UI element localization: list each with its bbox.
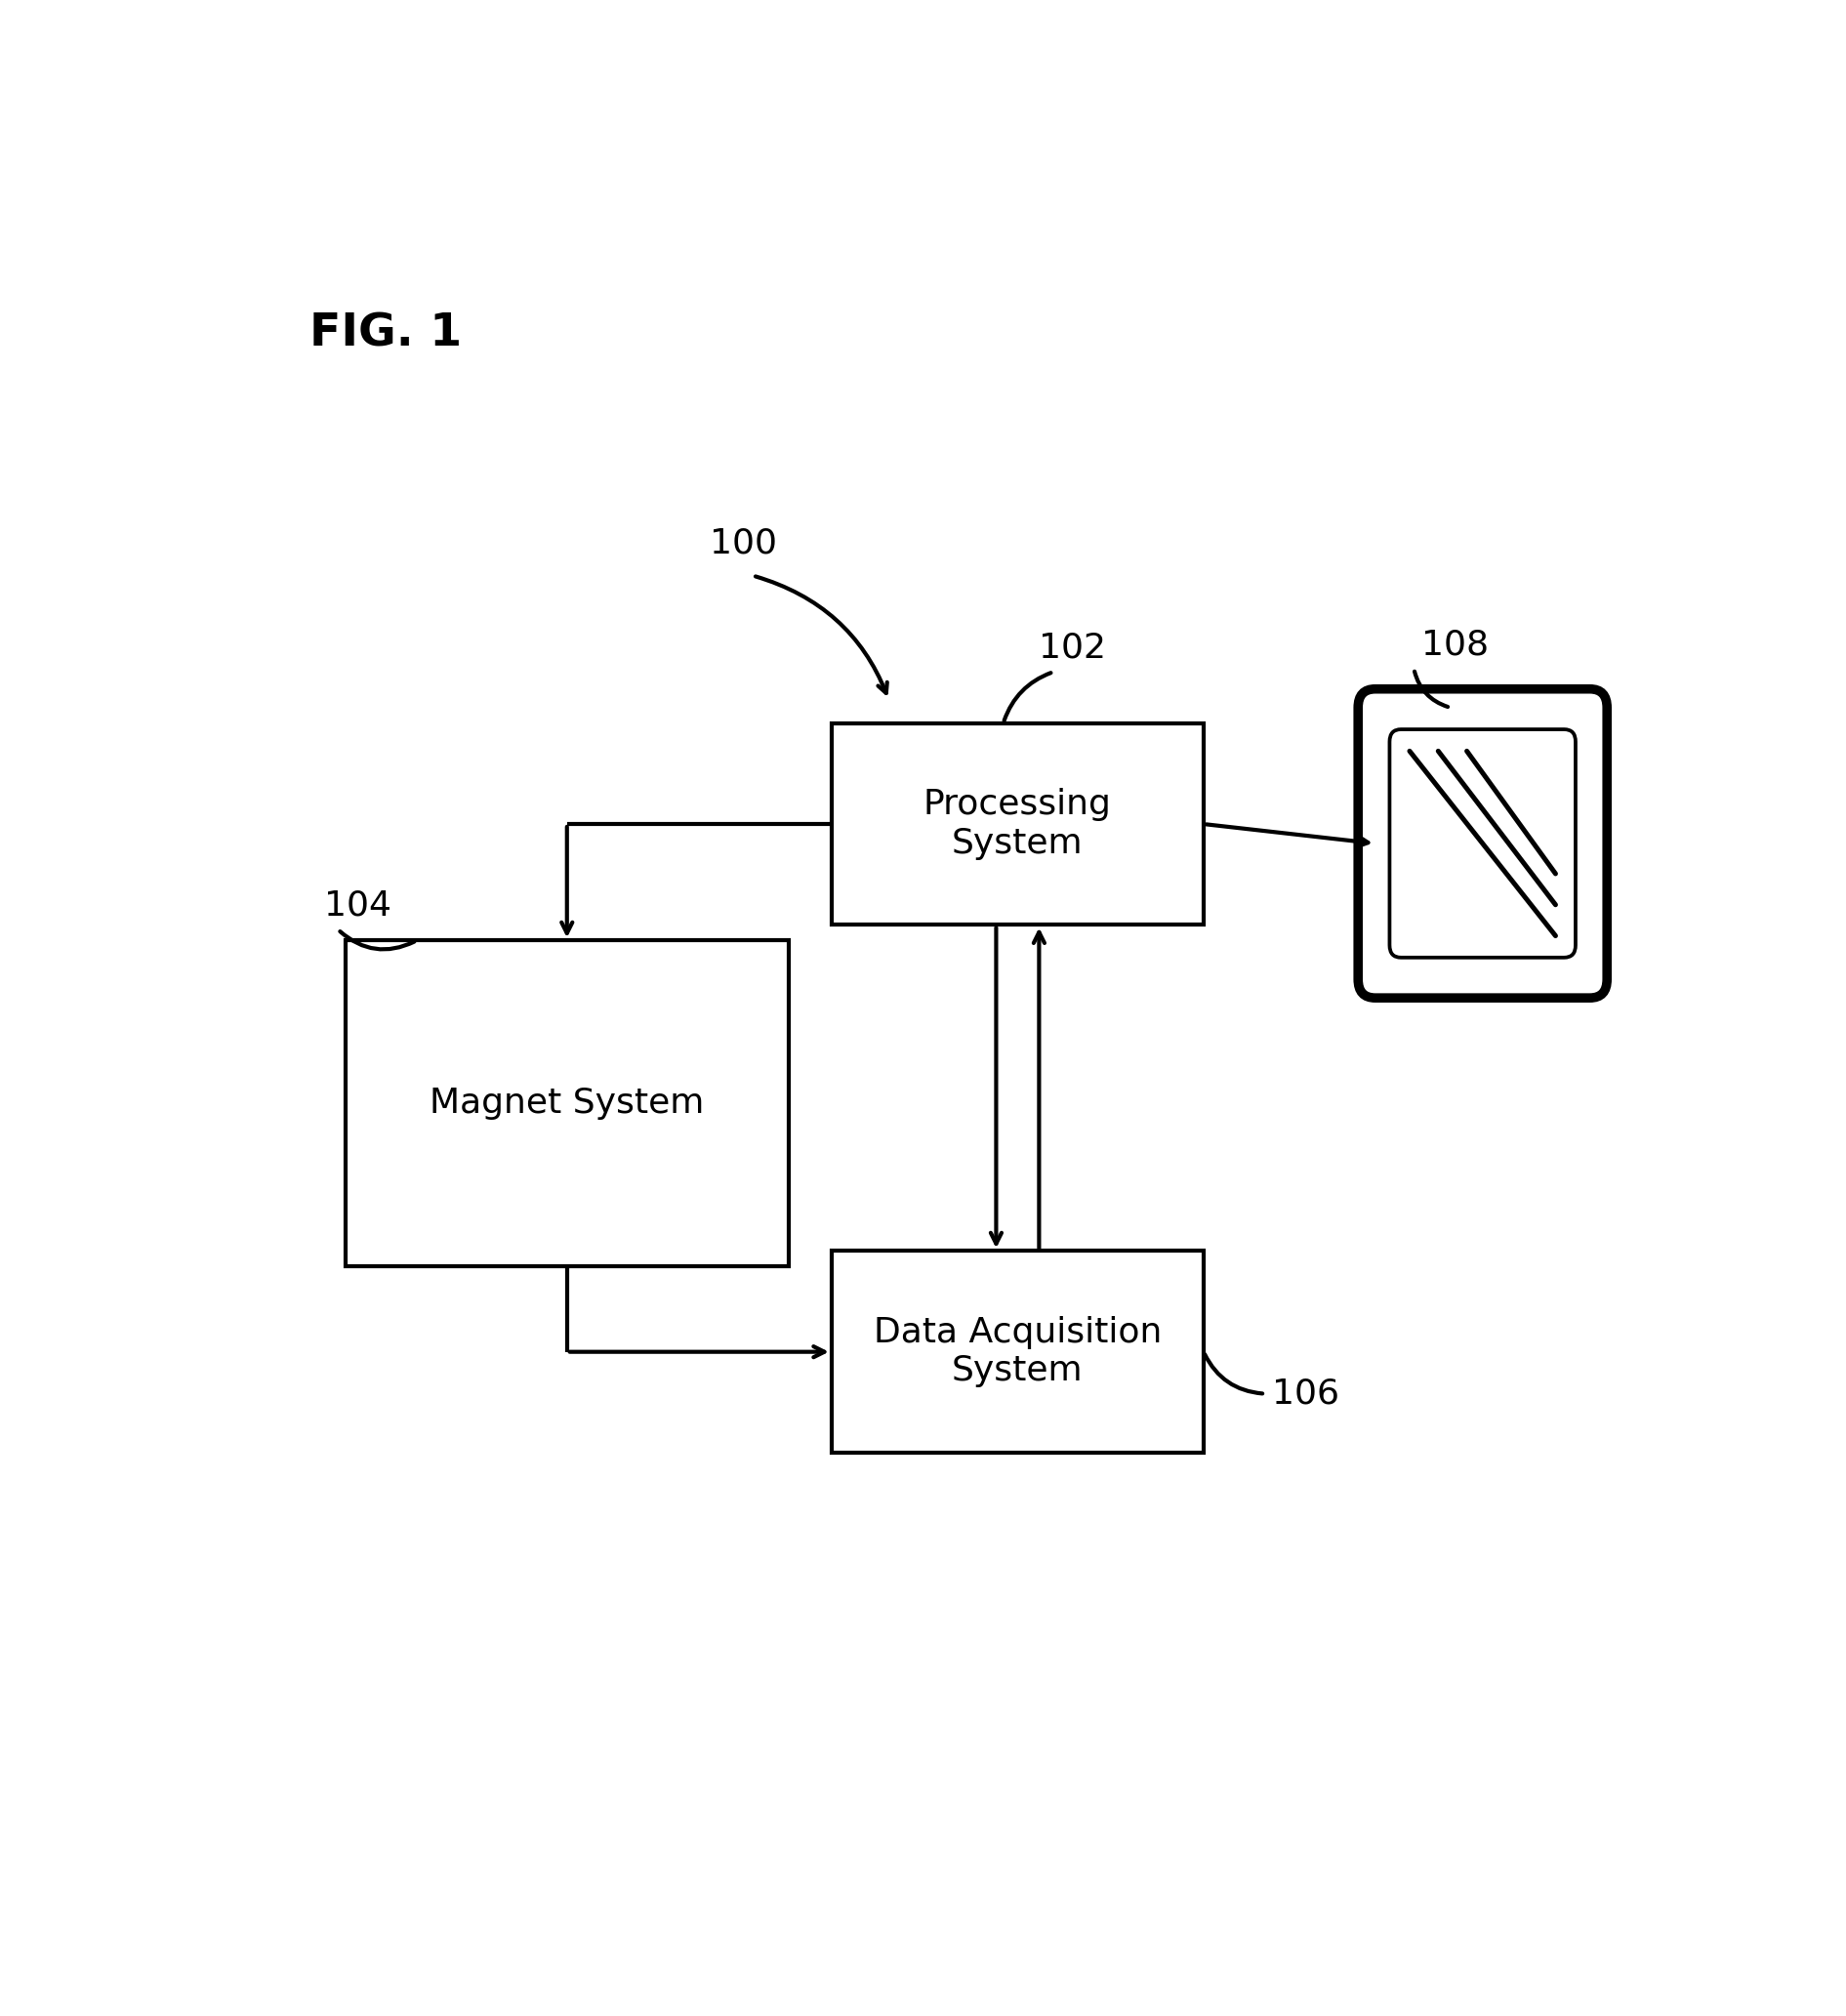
Text: Processing
System: Processing System	[923, 788, 1111, 861]
FancyBboxPatch shape	[345, 939, 788, 1266]
Text: 106: 106	[1272, 1377, 1340, 1411]
Text: Magnet System: Magnet System	[430, 1087, 705, 1121]
Text: Data Acquisition
System: Data Acquisition System	[873, 1316, 1161, 1387]
FancyBboxPatch shape	[831, 1250, 1204, 1454]
FancyBboxPatch shape	[1390, 730, 1576, 958]
FancyBboxPatch shape	[1359, 689, 1608, 998]
Text: 100: 100	[711, 526, 777, 560]
Text: 102: 102	[1039, 631, 1106, 663]
Text: FIG. 1: FIG. 1	[310, 312, 462, 355]
Text: 104: 104	[323, 889, 391, 921]
Text: 108: 108	[1421, 627, 1488, 661]
FancyBboxPatch shape	[831, 724, 1204, 925]
